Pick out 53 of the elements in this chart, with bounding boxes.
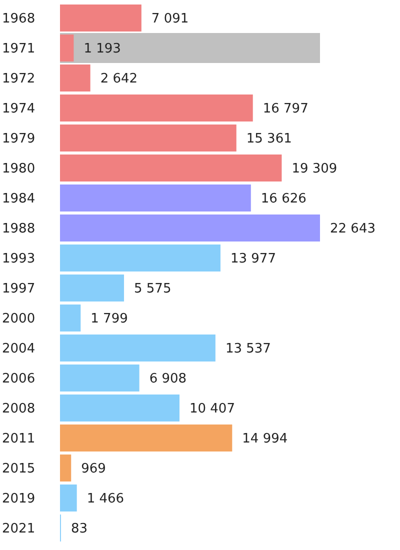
y-tick-label: 2000 [2, 312, 36, 327]
data-label: 10 407 [190, 402, 235, 417]
y-tick-label: 1984 [2, 192, 36, 207]
y-tick-label: 2008 [2, 402, 36, 417]
data-label: 83 [70, 522, 88, 537]
bar [60, 454, 72, 482]
bar [60, 184, 251, 212]
data-label: 15 361 [246, 132, 292, 147]
bar [60, 94, 253, 122]
bar [60, 124, 236, 152]
bar [60, 34, 74, 62]
bar [60, 334, 216, 362]
data-label: 13 537 [225, 342, 271, 357]
y-tick-label: 1972 [2, 72, 36, 87]
y-tick-label: 1979 [2, 132, 36, 147]
data-label: 1 466 [86, 492, 124, 507]
y-tick-label: 1974 [2, 102, 36, 117]
y-tick-label: 2021 [2, 522, 36, 537]
bar [60, 64, 90, 92]
data-label: 16 797 [262, 102, 308, 117]
y-tick-label: 1993 [2, 252, 36, 267]
data-label: 13 977 [230, 252, 276, 267]
data-label: 14 994 [242, 432, 288, 447]
bar [60, 424, 232, 452]
data-label: 7 091 [151, 12, 189, 27]
data-label: 16 626 [260, 192, 306, 207]
data-label: 19 309 [292, 162, 338, 177]
data-label: 5 575 [134, 282, 172, 297]
y-tick-label: 1997 [2, 282, 36, 297]
data-label: 22 643 [330, 222, 376, 237]
y-tick-label: 2004 [2, 342, 36, 357]
bar [60, 154, 282, 182]
y-tick-label: 2011 [2, 432, 36, 447]
y-tick-label: 1968 [2, 12, 36, 27]
y-tick-label: 1988 [2, 222, 36, 237]
data-label: 2 642 [100, 72, 138, 87]
y-tick-label: 2019 [2, 492, 36, 507]
y-tick-label: 2015 [2, 462, 36, 477]
bar [60, 484, 77, 512]
data-label: 1 799 [90, 312, 128, 327]
bar [60, 244, 220, 272]
data-label: 969 [81, 462, 106, 477]
bar [60, 364, 140, 392]
bar [60, 274, 124, 302]
y-tick-label: 1980 [2, 162, 36, 177]
bar [60, 304, 81, 332]
y-tick-label: 2006 [2, 372, 36, 387]
bar [60, 214, 320, 242]
bar [60, 4, 142, 32]
y-tick-label: 1971 [2, 42, 36, 57]
data-label: 1 193 [84, 42, 121, 57]
bar [60, 394, 180, 422]
data-label: 6 908 [149, 372, 187, 387]
